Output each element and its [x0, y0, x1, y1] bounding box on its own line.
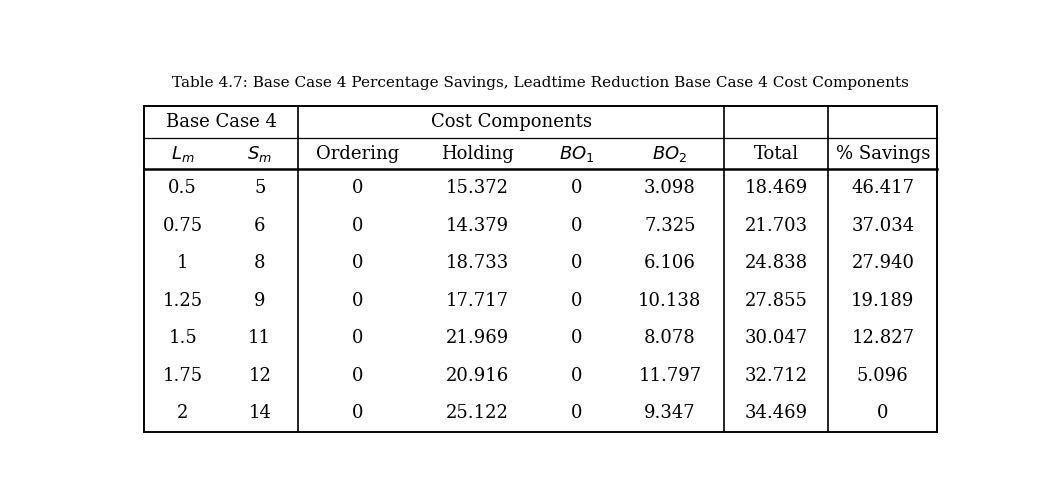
Text: 7.325: 7.325: [645, 217, 695, 235]
Text: 14: 14: [248, 404, 271, 422]
Text: Holding: Holding: [441, 144, 514, 162]
Text: Ordering: Ordering: [315, 144, 399, 162]
Text: 21.703: 21.703: [745, 217, 808, 235]
Text: 12: 12: [248, 367, 271, 384]
Text: 3.098: 3.098: [644, 179, 696, 197]
Text: 0: 0: [351, 179, 363, 197]
Text: 0: 0: [571, 254, 582, 272]
Text: 6: 6: [254, 217, 266, 235]
Text: 0: 0: [571, 292, 582, 310]
Text: 9.347: 9.347: [644, 404, 695, 422]
Text: 27.855: 27.855: [745, 292, 808, 310]
Text: 8: 8: [254, 254, 266, 272]
Text: 0: 0: [351, 292, 363, 310]
Text: 24.838: 24.838: [745, 254, 808, 272]
Text: 18.733: 18.733: [445, 254, 509, 272]
Text: 0.5: 0.5: [169, 179, 197, 197]
Text: 0: 0: [351, 367, 363, 384]
Text: 0: 0: [571, 179, 582, 197]
Text: 46.417: 46.417: [851, 179, 915, 197]
Text: 18.469: 18.469: [745, 179, 808, 197]
Text: 12.827: 12.827: [851, 329, 915, 347]
Text: 5.096: 5.096: [857, 367, 908, 384]
Text: 5: 5: [254, 179, 266, 197]
Text: 0: 0: [877, 404, 888, 422]
Text: 21.969: 21.969: [445, 329, 509, 347]
Text: 0: 0: [351, 404, 363, 422]
Text: 10.138: 10.138: [638, 292, 702, 310]
Text: 1: 1: [177, 254, 189, 272]
Text: 0: 0: [351, 254, 363, 272]
Text: $L_m$: $L_m$: [171, 143, 194, 163]
Text: 0: 0: [571, 329, 582, 347]
Text: % Savings: % Savings: [836, 144, 931, 162]
Text: 32.712: 32.712: [745, 367, 808, 384]
Text: 9: 9: [254, 292, 266, 310]
Text: Base Case 4: Base Case 4: [166, 113, 276, 130]
Text: 37.034: 37.034: [851, 217, 915, 235]
Text: 1.25: 1.25: [162, 292, 203, 310]
Text: 6.106: 6.106: [644, 254, 696, 272]
Text: 0: 0: [571, 404, 582, 422]
Text: 20.916: 20.916: [445, 367, 509, 384]
Text: $S_m$: $S_m$: [247, 143, 272, 163]
Text: 11: 11: [248, 329, 271, 347]
Text: 0: 0: [351, 217, 363, 235]
Text: 34.469: 34.469: [745, 404, 808, 422]
Text: Table 4.7: Base Case 4 Percentage Savings, Leadtime Reduction Base Case 4 Cost C: Table 4.7: Base Case 4 Percentage Saving…: [172, 76, 909, 90]
Text: 27.940: 27.940: [851, 254, 915, 272]
Text: 2: 2: [177, 404, 189, 422]
Text: 0: 0: [351, 329, 363, 347]
Text: 0: 0: [571, 217, 582, 235]
Text: $BO_2$: $BO_2$: [652, 143, 688, 163]
Text: 1.75: 1.75: [162, 367, 203, 384]
Text: 11.797: 11.797: [638, 367, 702, 384]
Bar: [145, 106, 937, 432]
Text: $BO_1$: $BO_1$: [559, 143, 595, 163]
Text: Total: Total: [753, 144, 799, 162]
Text: 0: 0: [571, 367, 582, 384]
Text: 19.189: 19.189: [851, 292, 915, 310]
Text: 1.5: 1.5: [169, 329, 197, 347]
Text: 0.75: 0.75: [162, 217, 203, 235]
Text: 15.372: 15.372: [446, 179, 509, 197]
Text: 17.717: 17.717: [446, 292, 509, 310]
Text: 14.379: 14.379: [445, 217, 509, 235]
Text: 25.122: 25.122: [446, 404, 509, 422]
Text: Cost Components: Cost Components: [430, 113, 592, 130]
Text: 8.078: 8.078: [644, 329, 695, 347]
Text: 30.047: 30.047: [745, 329, 808, 347]
